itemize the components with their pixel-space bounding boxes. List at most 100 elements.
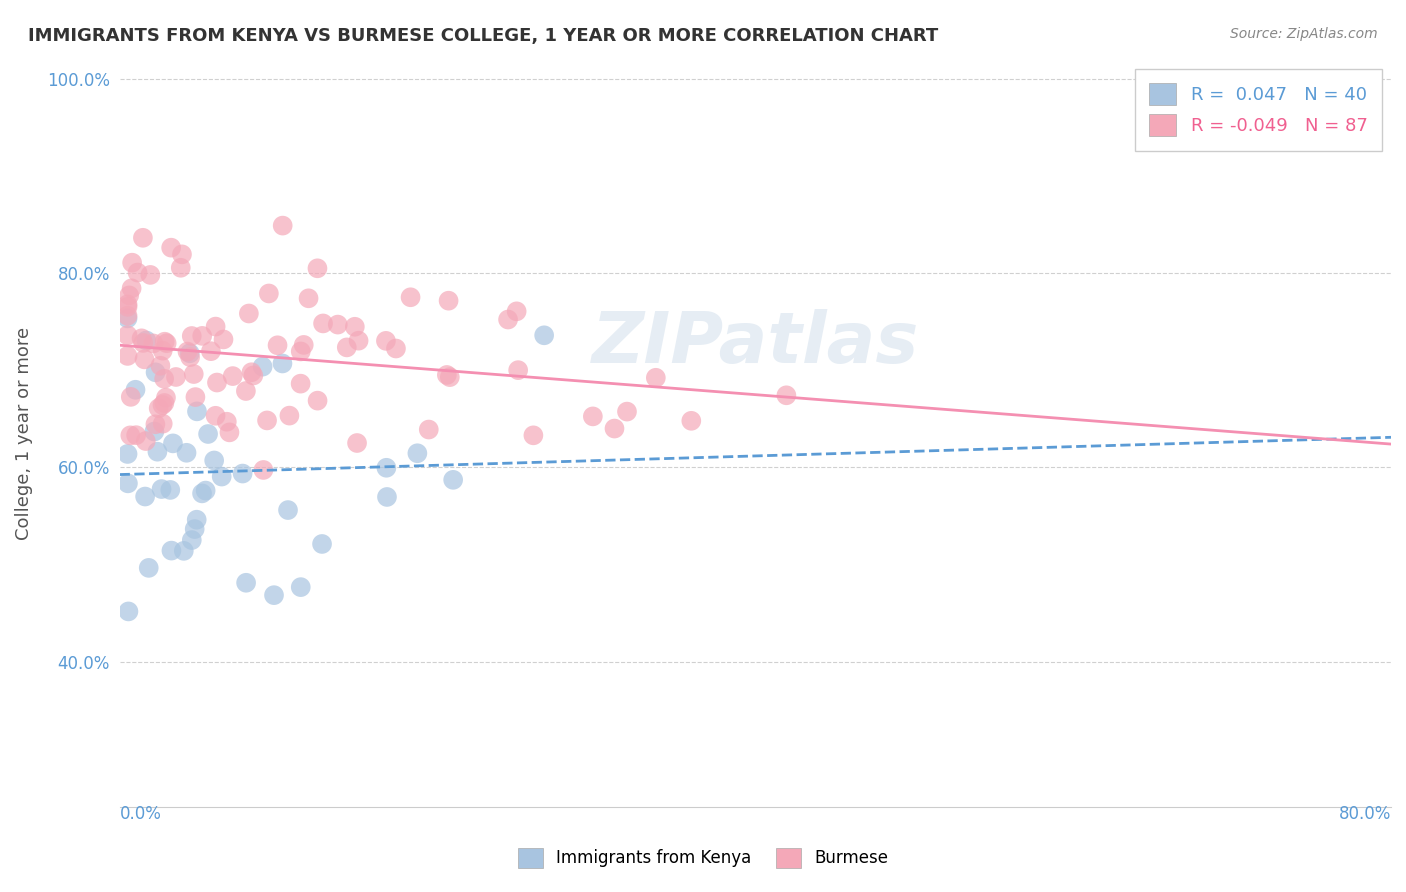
Point — [343, 319, 366, 334]
Point — [218, 425, 240, 440]
Point — [173, 544, 195, 558]
Point — [347, 334, 370, 348]
Point — [184, 390, 207, 404]
Point — [235, 384, 257, 398]
Point — [117, 328, 139, 343]
Point — [145, 417, 167, 432]
Point — [437, 293, 460, 308]
Point — [204, 409, 226, 423]
Point — [191, 486, 214, 500]
Point — [134, 490, 156, 504]
Text: Source: ZipAtlas.com: Source: ZipAtlas.com — [1230, 27, 1378, 41]
Point — [204, 319, 226, 334]
Point — [292, 338, 315, 352]
Point — [418, 423, 440, 437]
Point — [307, 261, 329, 276]
Point — [152, 398, 174, 412]
Point — [375, 460, 398, 475]
Point — [290, 580, 312, 594]
Point — [127, 266, 149, 280]
Point — [242, 368, 264, 383]
Point — [252, 463, 274, 477]
Point — [179, 350, 201, 364]
Point — [117, 309, 139, 323]
Point — [146, 444, 169, 458]
Point — [170, 247, 193, 261]
Point — [159, 483, 181, 497]
Point — [212, 333, 235, 347]
Point — [505, 304, 527, 318]
Point — [215, 415, 238, 429]
Point — [374, 334, 396, 348]
Point — [406, 446, 429, 460]
Point — [191, 329, 214, 343]
Point — [125, 428, 148, 442]
Point — [180, 533, 202, 547]
Point — [297, 291, 319, 305]
Point — [290, 376, 312, 391]
Point — [117, 297, 139, 311]
Point — [148, 401, 170, 416]
Point — [256, 413, 278, 427]
Point — [117, 311, 139, 326]
Point — [271, 219, 294, 233]
Point — [533, 328, 555, 343]
Point — [263, 588, 285, 602]
Point — [120, 428, 142, 442]
Point — [117, 300, 139, 314]
Point — [153, 334, 176, 349]
Point — [118, 288, 141, 302]
Point — [124, 383, 146, 397]
Point — [143, 425, 166, 439]
Legend: R =  0.047   N = 40, R = -0.049   N = 87: R = 0.047 N = 40, R = -0.049 N = 87 — [1135, 69, 1382, 151]
Point — [120, 390, 142, 404]
Point — [117, 349, 139, 363]
Point — [257, 286, 280, 301]
Point — [232, 467, 254, 481]
Point — [160, 241, 183, 255]
Point — [644, 371, 666, 385]
Point — [135, 334, 157, 348]
Point — [385, 342, 408, 356]
Point — [278, 409, 301, 423]
Point — [202, 453, 225, 467]
Point — [290, 344, 312, 359]
Text: 0.0%: 0.0% — [120, 805, 162, 823]
Point — [153, 372, 176, 386]
Point — [131, 331, 153, 345]
Point — [194, 483, 217, 498]
Point — [222, 369, 245, 384]
Point — [117, 447, 139, 461]
Point — [117, 476, 139, 491]
Point — [153, 396, 176, 410]
Legend: Immigrants from Kenya, Burmese: Immigrants from Kenya, Burmese — [510, 841, 896, 875]
Point — [152, 343, 174, 358]
Point — [277, 503, 299, 517]
Point — [139, 268, 162, 282]
Point — [197, 427, 219, 442]
Point — [252, 359, 274, 374]
Text: IMMIGRANTS FROM KENYA VS BURMESE COLLEGE, 1 YEAR OR MORE CORRELATION CHART: IMMIGRANTS FROM KENYA VS BURMESE COLLEGE… — [28, 27, 938, 45]
Point — [211, 469, 233, 483]
Point — [496, 312, 519, 326]
Point — [508, 363, 530, 377]
Point — [134, 352, 156, 367]
Point — [399, 290, 422, 304]
Point — [603, 421, 626, 435]
Point — [326, 318, 349, 332]
Point — [155, 391, 177, 405]
Point — [307, 393, 329, 408]
Point — [522, 428, 544, 442]
Point — [183, 367, 205, 381]
Point — [375, 490, 398, 504]
Point — [176, 446, 198, 460]
Point — [132, 335, 155, 350]
Point — [266, 338, 288, 352]
Point — [346, 436, 368, 450]
Point — [142, 336, 165, 351]
Point — [162, 436, 184, 450]
Point — [200, 344, 222, 359]
Point — [205, 376, 228, 390]
Point — [176, 344, 198, 359]
Point — [132, 231, 155, 245]
